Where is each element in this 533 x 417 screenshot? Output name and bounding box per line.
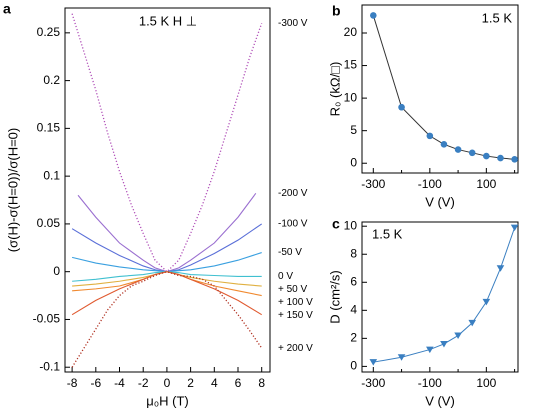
x-tick-label: -300 (361, 177, 385, 191)
data-line (372, 15, 515, 160)
series-label: + 150 V (278, 310, 313, 321)
data-line (71, 223, 263, 273)
y-axis-label: R₀ (kΩ/□) (327, 62, 342, 117)
y-tick-label: 20 (344, 25, 358, 39)
x-tick-label: -6 (90, 376, 101, 390)
data-point (440, 141, 448, 148)
y-tick-label: -0.05 (33, 312, 61, 326)
data-line (71, 13, 263, 273)
annotation: 1.5 K H ⊥ (139, 13, 197, 28)
y-tick-label: 4 (350, 302, 357, 316)
x-tick-label: -8 (67, 376, 78, 390)
y-tick-label: 6 (350, 274, 357, 288)
data-point (482, 298, 491, 306)
data-point (398, 103, 405, 111)
x-tick-label: -4 (114, 376, 125, 390)
data-line (77, 193, 257, 273)
data-point (370, 12, 377, 19)
data-line (72, 271, 262, 282)
x-tick-label: -100 (418, 376, 442, 390)
x-tick-label: 6 (235, 376, 242, 390)
y-tick-label: 10 (344, 218, 358, 232)
data-line (71, 271, 263, 368)
x-tick-label: 2 (187, 376, 194, 390)
data-point (440, 340, 448, 348)
x-tick-label: -100 (418, 177, 442, 191)
data-point (454, 332, 462, 340)
x-tick-label: -2 (138, 376, 149, 390)
panel-label: b (332, 3, 341, 19)
series-label: + 50 V (278, 284, 308, 295)
x-axis-label: V (V) (425, 194, 455, 209)
data-point (369, 359, 378, 366)
series-label: -50 V (278, 247, 302, 258)
annotation: 1.5 K (482, 10, 513, 25)
data-point (468, 319, 477, 327)
y-tick-label: 0.25 (37, 25, 61, 39)
y-tick-label: 0 (350, 155, 357, 169)
annotation: 1.5 K (372, 226, 403, 241)
plot-frame (361, 4, 519, 174)
data-point (397, 354, 406, 361)
panel-label: c (332, 216, 340, 232)
series-label: -300 V (278, 18, 308, 29)
series-label: + 100 V (278, 297, 313, 308)
data-point (511, 156, 518, 163)
x-tick-label: 0 (164, 376, 171, 390)
panel-label: a (3, 1, 11, 17)
y-axis-label: (σ(H)-σ(H=0))/σ(H=0) (5, 128, 20, 252)
x-tick-label: -300 (361, 376, 385, 390)
y-tick-label: 0 (350, 359, 357, 373)
y-axis-label: D (cm²/s) (327, 270, 342, 323)
data-point (497, 154, 504, 162)
data-point (468, 149, 476, 157)
y-tick-label: 2 (350, 331, 357, 345)
data-point (454, 146, 462, 153)
x-tick-label: 4 (211, 376, 218, 390)
data-point (483, 152, 490, 160)
y-tick-label: 8 (350, 246, 357, 260)
x-tick-label: 100 (476, 177, 496, 191)
series-label: 0 V (278, 271, 293, 282)
y-tick-label: 0.1 (43, 168, 60, 182)
y-tick-label: 0.15 (37, 121, 61, 135)
data-point (510, 224, 519, 232)
y-tick-label: 5 (350, 123, 357, 137)
y-tick-label: 0.2 (43, 73, 60, 87)
data-point (496, 265, 505, 272)
plot-frame (64, 7, 271, 373)
x-axis-label: V (V) (425, 393, 455, 408)
series-label: -200 V (278, 188, 308, 199)
y-tick-label: 0.05 (37, 216, 61, 230)
y-tick-label: 15 (344, 58, 358, 72)
y-tick-label: 10 (344, 90, 358, 104)
x-axis-label: μ₀H (T) (146, 393, 189, 408)
x-tick-label: 100 (476, 376, 496, 390)
series-label: + 200 V (278, 343, 313, 354)
x-tick-label: 8 (258, 376, 265, 390)
series-label: -100 V (278, 219, 308, 230)
data-point (426, 132, 434, 140)
data-line (71, 252, 262, 273)
data-point (426, 346, 434, 354)
data-line (71, 271, 262, 316)
y-tick-label: -0.1 (39, 359, 60, 373)
plot-frame (361, 221, 519, 373)
y-tick-label: 0 (53, 264, 60, 278)
